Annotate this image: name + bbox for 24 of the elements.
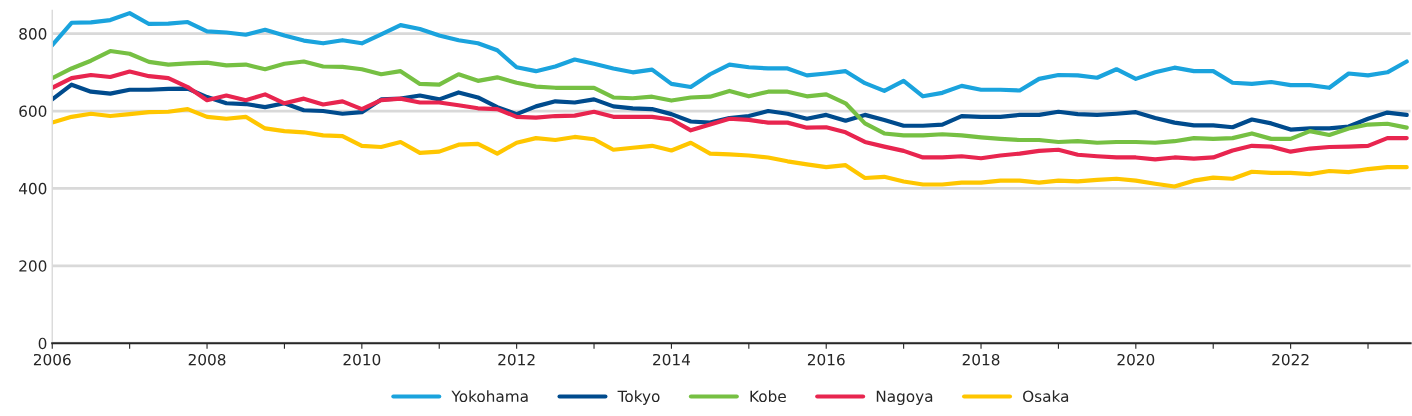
y-tick-label: 400 [18, 182, 47, 195]
y-tick-label: 600 [19, 105, 47, 118]
x-tick-label: 2006 [33, 353, 71, 366]
legend-label: Osaka [1023, 390, 1069, 403]
y-tick-label: 800 [19, 28, 47, 40]
line-series [52, 11, 1409, 99]
x-tick-label: 2012 [498, 353, 535, 366]
line-series [52, 82, 1409, 132]
legend-label: Yokohama [451, 390, 528, 403]
x-tick-label: 2008 [188, 353, 226, 366]
legend-label: Tokyo [617, 390, 660, 406]
y-tick-label: 0 [38, 337, 47, 350]
legend-label: Nagoya [876, 390, 933, 406]
x-tick-label: 2014 [653, 353, 691, 366]
x-tick-label: 2018 [962, 353, 1000, 366]
x-tick-label: 2020 [1117, 353, 1155, 366]
y-tick-label: 200 [19, 260, 47, 272]
x-tick-label: 2022 [1272, 353, 1309, 366]
x-tick-label: 2016 [807, 353, 845, 366]
line-series [52, 69, 1409, 162]
line-series [52, 106, 1409, 189]
legend-label: Kobe [750, 390, 786, 403]
line-series [52, 48, 1409, 145]
x-tick-label: 2010 [343, 353, 381, 366]
